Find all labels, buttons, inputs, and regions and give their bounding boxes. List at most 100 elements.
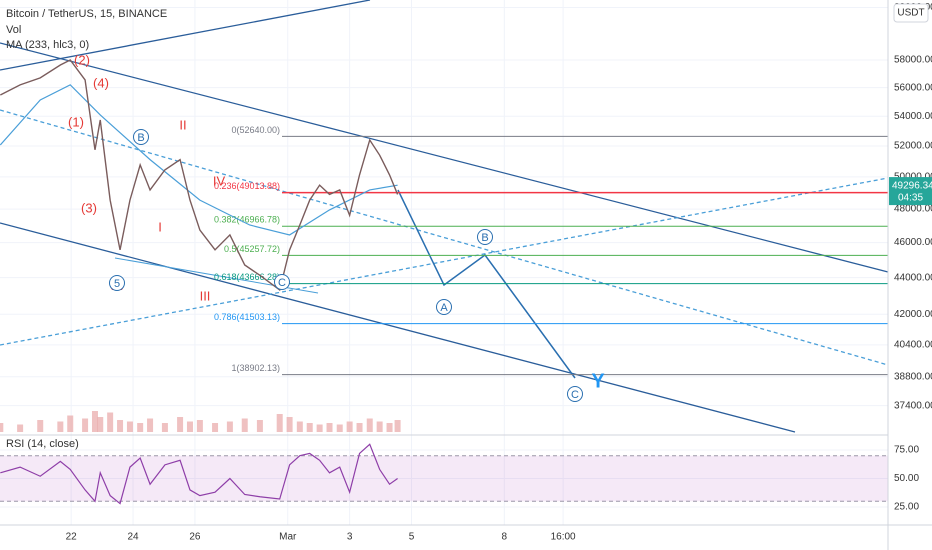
volume-bar	[366, 418, 373, 432]
volume-bar	[57, 421, 64, 432]
volume-bar	[126, 421, 133, 432]
wave-circle	[274, 274, 290, 290]
volume-bar	[212, 423, 219, 432]
volume-bar	[107, 412, 114, 432]
volume-bar	[346, 421, 353, 432]
wave-circle	[567, 386, 583, 402]
volume-bar	[241, 418, 248, 432]
wave-circle	[436, 299, 452, 315]
axes: 62000.0058000.0056000.0054000.0052000.00…	[66, 2, 932, 543]
wave-label: B	[137, 132, 144, 144]
y-tick-label: 50000.00	[894, 172, 932, 183]
y-tick-label: 56000.00	[894, 82, 932, 93]
wave-circle	[477, 229, 493, 245]
volume-bar	[256, 420, 263, 432]
countdown-label: 04:35	[898, 193, 923, 204]
x-tick-label: 3	[347, 532, 353, 543]
volume-bar	[394, 420, 401, 432]
rsi-line	[0, 443, 398, 505]
wave-label: (3)	[81, 200, 97, 215]
volume-bar	[296, 421, 303, 432]
wave-label: A	[440, 302, 448, 314]
x-tick-label: 26	[189, 532, 201, 543]
ma-line	[0, 84, 398, 236]
y-tick-label: 52000.00	[894, 141, 932, 152]
trend-lines	[0, 0, 889, 433]
last-price-label: 49296.34	[892, 181, 932, 192]
wave-label: C	[278, 277, 286, 289]
rsi-tick-label: 75.00	[894, 445, 919, 456]
wave-label: (1)	[68, 114, 84, 129]
fib-levels: 0(52640.00) 0.236(49013.88) 0.382(46966.78…	[214, 125, 888, 376]
fib-label: 0(52640.00)	[231, 125, 280, 135]
volume-bar	[326, 423, 333, 432]
channel-top	[0, 42, 889, 273]
x-tick-label: Mar	[279, 532, 297, 543]
volume-bar	[82, 418, 89, 432]
y-tick-label: 48000.00	[894, 204, 932, 215]
volume-bar	[67, 415, 74, 432]
volume-bar	[386, 423, 393, 432]
rsi-band	[0, 455, 888, 502]
volume-bar	[37, 420, 44, 432]
wave-label: (2)	[74, 52, 90, 67]
wave-label: I	[158, 219, 162, 234]
y-tick-label: 37400.00	[894, 400, 932, 411]
volume-bar	[161, 423, 168, 432]
fib-label: 0.786(41503.13)	[214, 312, 280, 322]
currency-button[interactable]	[893, 3, 929, 23]
chart-title: Bitcoin / TetherUS, 15, BINANCE	[6, 8, 167, 20]
x-tick-label: 22	[66, 532, 78, 543]
y-tick-label: 44000.00	[894, 272, 932, 283]
volume-bar	[306, 423, 313, 432]
volume-bar	[316, 424, 323, 432]
wave-label: B	[481, 232, 488, 244]
x-tick-label: 24	[127, 532, 139, 543]
volume-bar	[276, 414, 283, 432]
wave-label: II	[179, 117, 186, 132]
wave-label: (4)	[93, 75, 109, 90]
price-line	[0, 59, 399, 292]
volume-bar	[186, 421, 193, 432]
y-tick-label: 58000.00	[894, 55, 932, 66]
wave-label: C	[571, 389, 579, 401]
volume-bar	[0, 423, 4, 432]
rsi-tick-label: 25.00	[894, 502, 919, 513]
fib-label: 1(38902.13)	[231, 363, 280, 373]
volume-bar	[286, 417, 293, 432]
wave-circle	[109, 275, 125, 291]
volume-bar	[356, 423, 363, 432]
channel-bottom	[0, 222, 796, 433]
wave-label: 5	[114, 278, 120, 290]
volume-bar	[336, 424, 343, 432]
rsi-legend: RSI (14, close)	[6, 438, 79, 450]
volume-bar	[91, 411, 98, 432]
wave-label: IV	[213, 173, 226, 188]
x-tick-label: 8	[502, 532, 508, 543]
x-tick-label: 16:00	[551, 532, 576, 543]
volume-bar	[97, 417, 104, 432]
volume-bar	[117, 420, 124, 432]
fib-label: 0.382(46966.78)	[214, 215, 280, 225]
volume-bar	[376, 421, 383, 432]
volume-bar	[177, 417, 184, 432]
volume-bar	[17, 424, 24, 432]
y-tick-label: 38800.00	[894, 371, 932, 382]
currency-label[interactable]: USDT	[897, 8, 924, 19]
wave-label: Y	[591, 370, 605, 392]
y-tick-label: 42000.00	[894, 309, 932, 320]
rising-line	[0, 0, 371, 71]
ma-legend: MA (233, hlc3, 0)	[6, 39, 89, 51]
y-tick-label: 40400.00	[894, 340, 932, 351]
volume-bar	[147, 418, 154, 432]
x-tick-label: 5	[409, 532, 415, 543]
fib-label: 0.236(49013.88)	[214, 181, 280, 191]
wave-label: III	[200, 288, 211, 303]
y-tick-label: 46000.00	[894, 237, 932, 248]
projection-path	[397, 189, 576, 379]
last-price-box	[889, 177, 932, 206]
y-tick-label: 54000.00	[894, 111, 932, 122]
